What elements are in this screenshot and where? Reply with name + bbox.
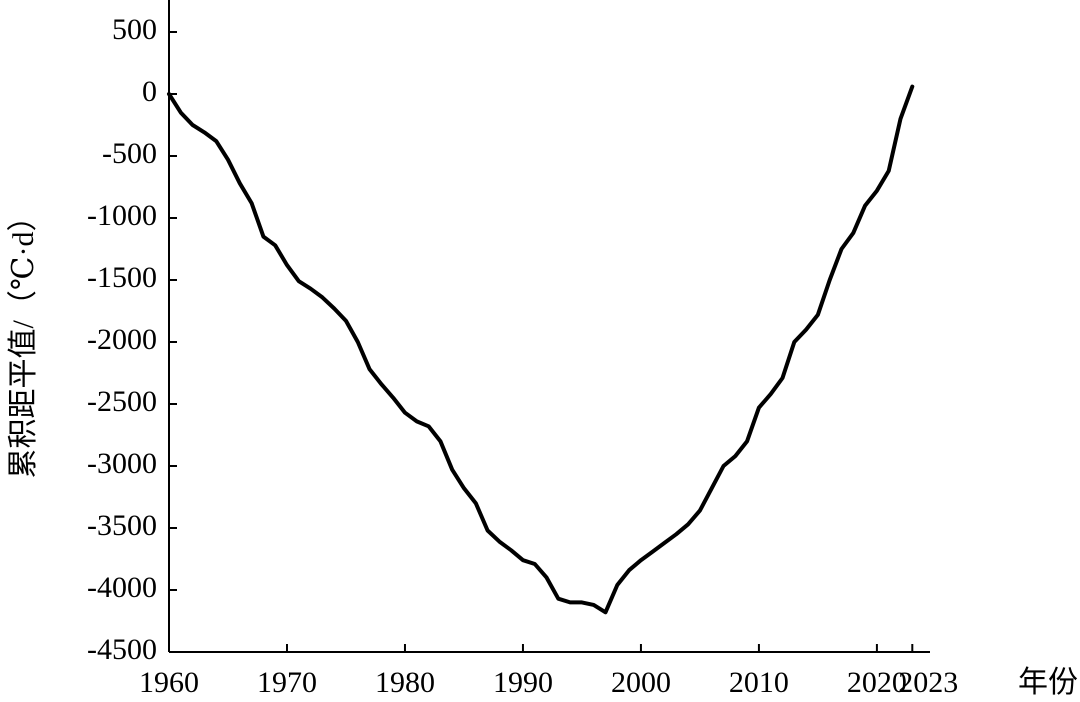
y-tick-label: -500 [102, 137, 157, 170]
y-tick-label: -2500 [87, 385, 157, 418]
x-tick-label: 2023 [898, 666, 958, 699]
y-tick-label: -3000 [87, 447, 157, 480]
x-tick-label: 2020 [847, 666, 907, 699]
x-tick-label: 1980 [375, 666, 435, 699]
y-tick-label: -4000 [87, 571, 157, 604]
x-tick-label: 2000 [611, 666, 671, 699]
y-tick-label: 500 [112, 13, 157, 46]
y-tick-label: -4500 [87, 633, 157, 666]
x-tick-label: 1990 [493, 666, 553, 699]
y-tick-label: -3500 [87, 509, 157, 542]
x-axis-label: 年份 [1018, 666, 1078, 699]
y-axis-label: 累积距平值/（℃·d） [7, 202, 40, 479]
y-tick-label: -2000 [87, 323, 157, 356]
y-tick-label: -1000 [87, 199, 157, 232]
x-tick-label: 1960 [139, 666, 199, 699]
y-tick-label: -1500 [87, 261, 157, 294]
data-line [167, 84, 915, 615]
y-tick-label: 0 [142, 75, 157, 108]
x-tick-label: 1970 [257, 666, 317, 699]
x-tick-label: 2010 [729, 666, 789, 699]
